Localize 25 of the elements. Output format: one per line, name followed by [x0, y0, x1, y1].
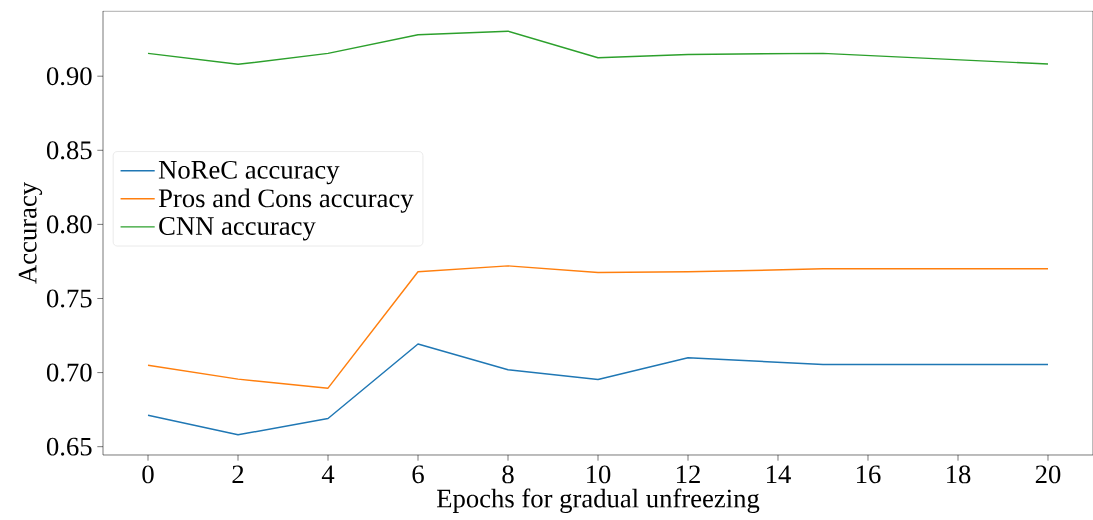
y-tick-label: 0.65	[46, 437, 92, 456]
y-axis-title: Accuracy	[18, 182, 43, 284]
legend-label: Pros and Cons accuracy	[158, 188, 414, 213]
x-tick-label: 20	[1035, 465, 1061, 484]
y-tick-label: 0.80	[46, 215, 92, 234]
x-tick-label: 4	[321, 465, 335, 483]
x-tick-label: 0	[142, 465, 154, 484]
x-tick-label: 8	[502, 465, 514, 484]
line-series	[147, 265, 1049, 389]
x-tick-label: 16	[857, 465, 881, 484]
line-series	[147, 343, 1049, 436]
line-series	[147, 30, 1049, 66]
legend-label: NoReC accuracy	[158, 160, 340, 185]
y-tick-label: 0.85	[46, 141, 92, 160]
x-tick-label: 18	[947, 465, 971, 484]
x-tick-label: 14	[767, 465, 791, 483]
x-tick-label: 10	[587, 465, 611, 484]
x-axis-title: Epochs for gradual unfreezing	[436, 488, 760, 514]
legend-label: CNN accuracy	[159, 217, 316, 241]
y-tick-label: 0.90	[46, 67, 92, 86]
x-tick-label: 6	[412, 465, 424, 484]
y-tick-label: 0.70	[46, 363, 92, 382]
y-tick-label: 0.75	[46, 289, 92, 308]
x-tick-label: 2	[232, 465, 244, 484]
x-tick-label: 12	[677, 465, 700, 484]
